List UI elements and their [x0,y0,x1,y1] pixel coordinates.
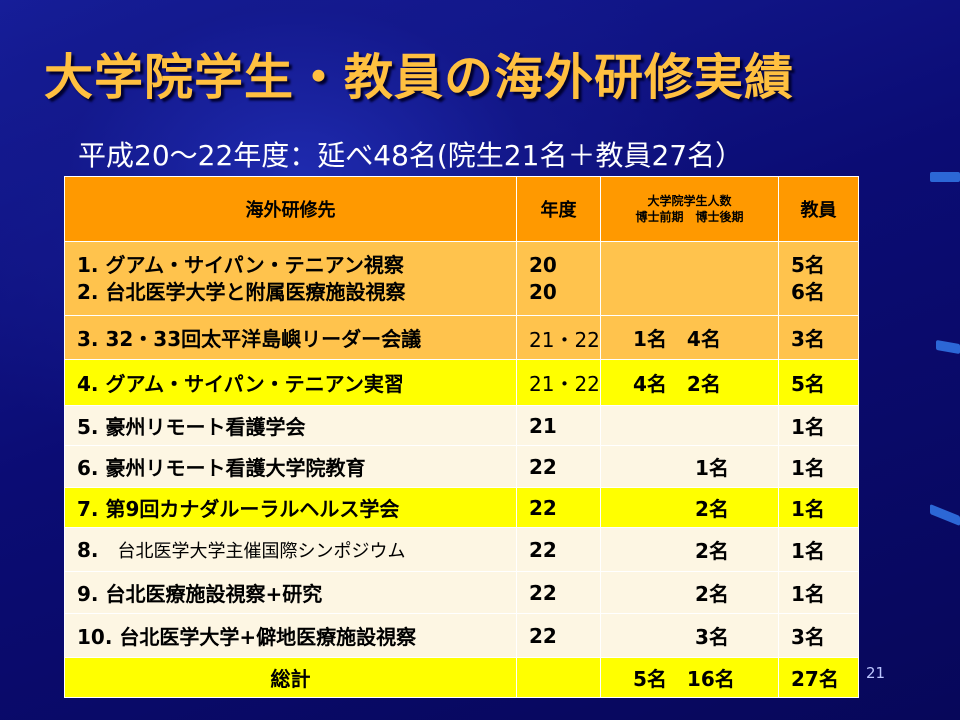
table-row: 4. グアム・サイパン・テニアン実習 21・22 4名 2名 5名 [64,359,859,406]
row-students [600,241,779,316]
row-faculty: 1名 [778,487,859,528]
row-year: 22 [516,527,601,572]
row-destination-line: 2. 台北医学大学と附属医療施設視察 [77,279,406,304]
row-year: 22 [516,571,601,614]
table-total-row: 総計 5名 16名 27名 [64,657,859,698]
row-destination: 3. 32・33回太平洋島嶼リーダー会議 [64,315,517,360]
row-students: 2名 [600,487,779,528]
total-label: 総計 [64,657,517,698]
row-destination: 1. グアム・サイパン・テニアン視察 2. 台北医学大学と附属医療施設視察 [64,241,517,316]
slide-title: 大学院学生・教員の海外研修実績 [44,49,795,106]
row-faculty: 3名 [778,315,859,360]
row-destination-line: 1. グアム・サイパン・テニアン視察 [77,252,404,277]
row-year: 22 [516,613,601,658]
row-faculty: 1名 [778,445,859,488]
row-destination: 7. 第9回カナダルーラルヘルス学会 [64,487,517,528]
row-destination: 10. 台北医学大学+僻地医療施設視察 [64,613,517,658]
row-year: 22 [516,445,601,488]
row-students: 1名 [600,445,779,488]
row-year: 21 [516,405,601,446]
total-students: 5名 16名 [600,657,779,698]
row-year: 21・22 [516,359,601,406]
row-faculty: 1名 [778,571,859,614]
decorative-bar [930,172,960,182]
row-faculty: 1名 [778,527,859,572]
table-row: 8. 台北医学大学主催国際シンポジウム 22 2名 1名 [64,527,859,572]
row-destination: 8. 台北医学大学主催国際シンポジウム [64,527,517,572]
row-year: 20 20 [516,241,601,316]
row-destination: 4. グアム・サイパン・テニアン実習 [64,359,517,406]
page-number: 21 [866,664,886,682]
slide-subtitle: 平成20～22年度：延べ48名(院生21名＋教員27名） [78,139,744,172]
row-destination-text: 台北医学大学主催国際シンポジウム [117,540,406,562]
table-row: 5. 豪州リモート看護学会 21 1名 [64,405,859,446]
header-year: 年度 [516,176,601,242]
row-faculty-line: 6名 [791,279,825,304]
total-faculty: 27名 [778,657,859,698]
training-record-table: 海外研修先 年度 大学院学生人数 博士前期 博士後期 教員 1. グアム・サイパ… [64,176,859,698]
total-year [516,657,601,698]
header-students-line1: 大学院学生人数 [647,194,732,208]
row-faculty: 1名 [778,405,859,446]
row-year: 21・22 [516,315,601,360]
table-header-row: 海外研修先 年度 大学院学生人数 博士前期 博士後期 教員 [64,176,859,242]
row-students: 4名 2名 [600,359,779,406]
row-year-line: 20 [529,279,557,304]
table-row: 6. 豪州リモート看護大学院教育 22 1名 1名 [64,445,859,488]
header-faculty: 教員 [778,176,859,242]
table-row: 10. 台北医学大学+僻地医療施設視察 22 3名 3名 [64,613,859,658]
row-faculty: 5名 6名 [778,241,859,316]
row-students: 2名 [600,571,779,614]
header-destination: 海外研修先 [64,176,517,242]
row-destination: 9. 台北医療施設視察+研究 [64,571,517,614]
table-row: 1. グアム・サイパン・テニアン視察 2. 台北医学大学と附属医療施設視察 20… [64,241,859,316]
row-destination: 5. 豪州リモート看護学会 [64,405,517,446]
table-row: 3. 32・33回太平洋島嶼リーダー会議 21・22 1名 4名 3名 [64,315,859,360]
row-students: 2名 [600,527,779,572]
row-number: 8. [77,537,99,562]
row-students: 1名 4名 [600,315,779,360]
table-row: 7. 第9回カナダルーラルヘルス学会 22 2名 1名 [64,487,859,528]
table-row: 9. 台北医療施設視察+研究 22 2名 1名 [64,571,859,614]
row-students: 3名 [600,613,779,658]
row-faculty: 3名 [778,613,859,658]
row-year: 22 [516,487,601,528]
header-students: 大学院学生人数 博士前期 博士後期 [600,176,779,242]
row-destination: 6. 豪州リモート看護大学院教育 [64,445,517,488]
row-year-line: 20 [529,252,557,277]
row-faculty: 5名 [778,359,859,406]
row-faculty-line: 5名 [791,252,825,277]
header-students-line2: 博士前期 博士後期 [635,210,744,224]
row-students [600,405,779,446]
